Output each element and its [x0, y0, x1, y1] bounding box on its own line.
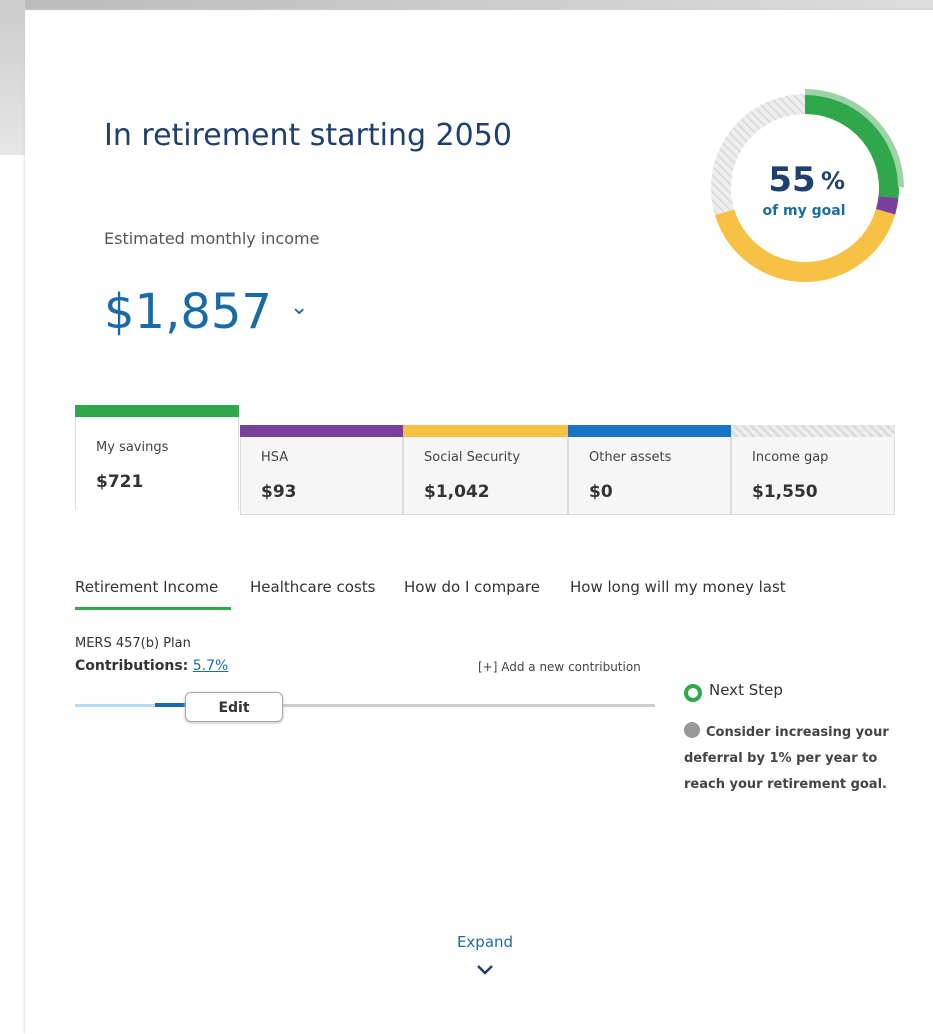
tile-label: HSA	[261, 450, 289, 465]
expand[interactable]: Expand	[456, 933, 514, 951]
tile[interactable]: Income gap $1,550	[731, 425, 895, 515]
info-icon	[684, 722, 700, 738]
tile-label: Other assets	[589, 450, 672, 465]
add-contribution[interactable]: [+] Add a new contribution	[478, 660, 641, 674]
savings-outer	[706, 89, 904, 287]
tile-bar	[568, 425, 731, 437]
percent: 55	[768, 160, 815, 200]
next-step-icon	[684, 684, 702, 702]
expand-chevron[interactable]	[475, 963, 495, 977]
slider-track	[75, 704, 655, 707]
tile[interactable]: Social Security $1,042	[403, 425, 568, 515]
tile-bar	[240, 425, 403, 437]
contributions: Contributions: 5.7%	[75, 658, 228, 674]
income-amount[interactable]: $1,857 ⌄	[104, 284, 308, 340]
next-step-text: Consider increasing your deferral by 1% …	[684, 725, 889, 792]
tile-label: Social Security	[424, 450, 521, 465]
tile-label: Income gap	[752, 450, 829, 465]
slider-fill	[75, 704, 155, 707]
tile-label: My savings	[96, 440, 169, 455]
ss-arc	[711, 94, 899, 282]
edit-button[interactable]: Edit	[185, 692, 283, 722]
amount: $1,857	[104, 284, 272, 340]
top-shade	[25, 0, 933, 10]
next-step-title: Next Step	[709, 681, 783, 699]
tile-amount: $721	[96, 472, 144, 492]
gauge: 55 % of my goal	[706, 89, 904, 287]
chevron: ⌄	[289, 295, 309, 320]
gauge-caption: of my goal	[762, 203, 845, 219]
tile[interactable]: HSA $93	[240, 425, 403, 515]
percent-sign: %	[821, 167, 845, 195]
tab-underline	[75, 607, 231, 610]
title: In retirement starting 2050	[104, 118, 512, 153]
subtitle: Estimated monthly income	[104, 229, 320, 248]
tile[interactable]: My savings $721	[75, 405, 239, 510]
slider-fill-dark	[155, 703, 190, 707]
tile-amount: $1,550	[752, 482, 818, 502]
tile-bar	[75, 405, 239, 417]
plan-name: MERS 457(b) Plan	[75, 636, 191, 651]
tile-amount: $93	[261, 482, 297, 502]
tab[interactable]: How do I compare	[404, 578, 540, 596]
tile-bar	[731, 425, 895, 437]
tab[interactable]: Healthcare costs	[250, 578, 376, 596]
tab[interactable]: How long will my money last	[570, 578, 786, 596]
tile[interactable]: Other assets $0	[568, 425, 731, 515]
card	[25, 10, 933, 1034]
tile-amount: $1,042	[424, 482, 490, 502]
contributions-link[interactable]: 5.7%	[192, 658, 229, 674]
tile-amount: $0	[589, 482, 613, 502]
left-shade	[0, 0, 25, 155]
contributions-label: Contributions:	[75, 658, 189, 674]
tab[interactable]: Retirement Income	[75, 578, 219, 596]
savings-arc	[711, 94, 899, 282]
tile-bar	[403, 425, 568, 437]
